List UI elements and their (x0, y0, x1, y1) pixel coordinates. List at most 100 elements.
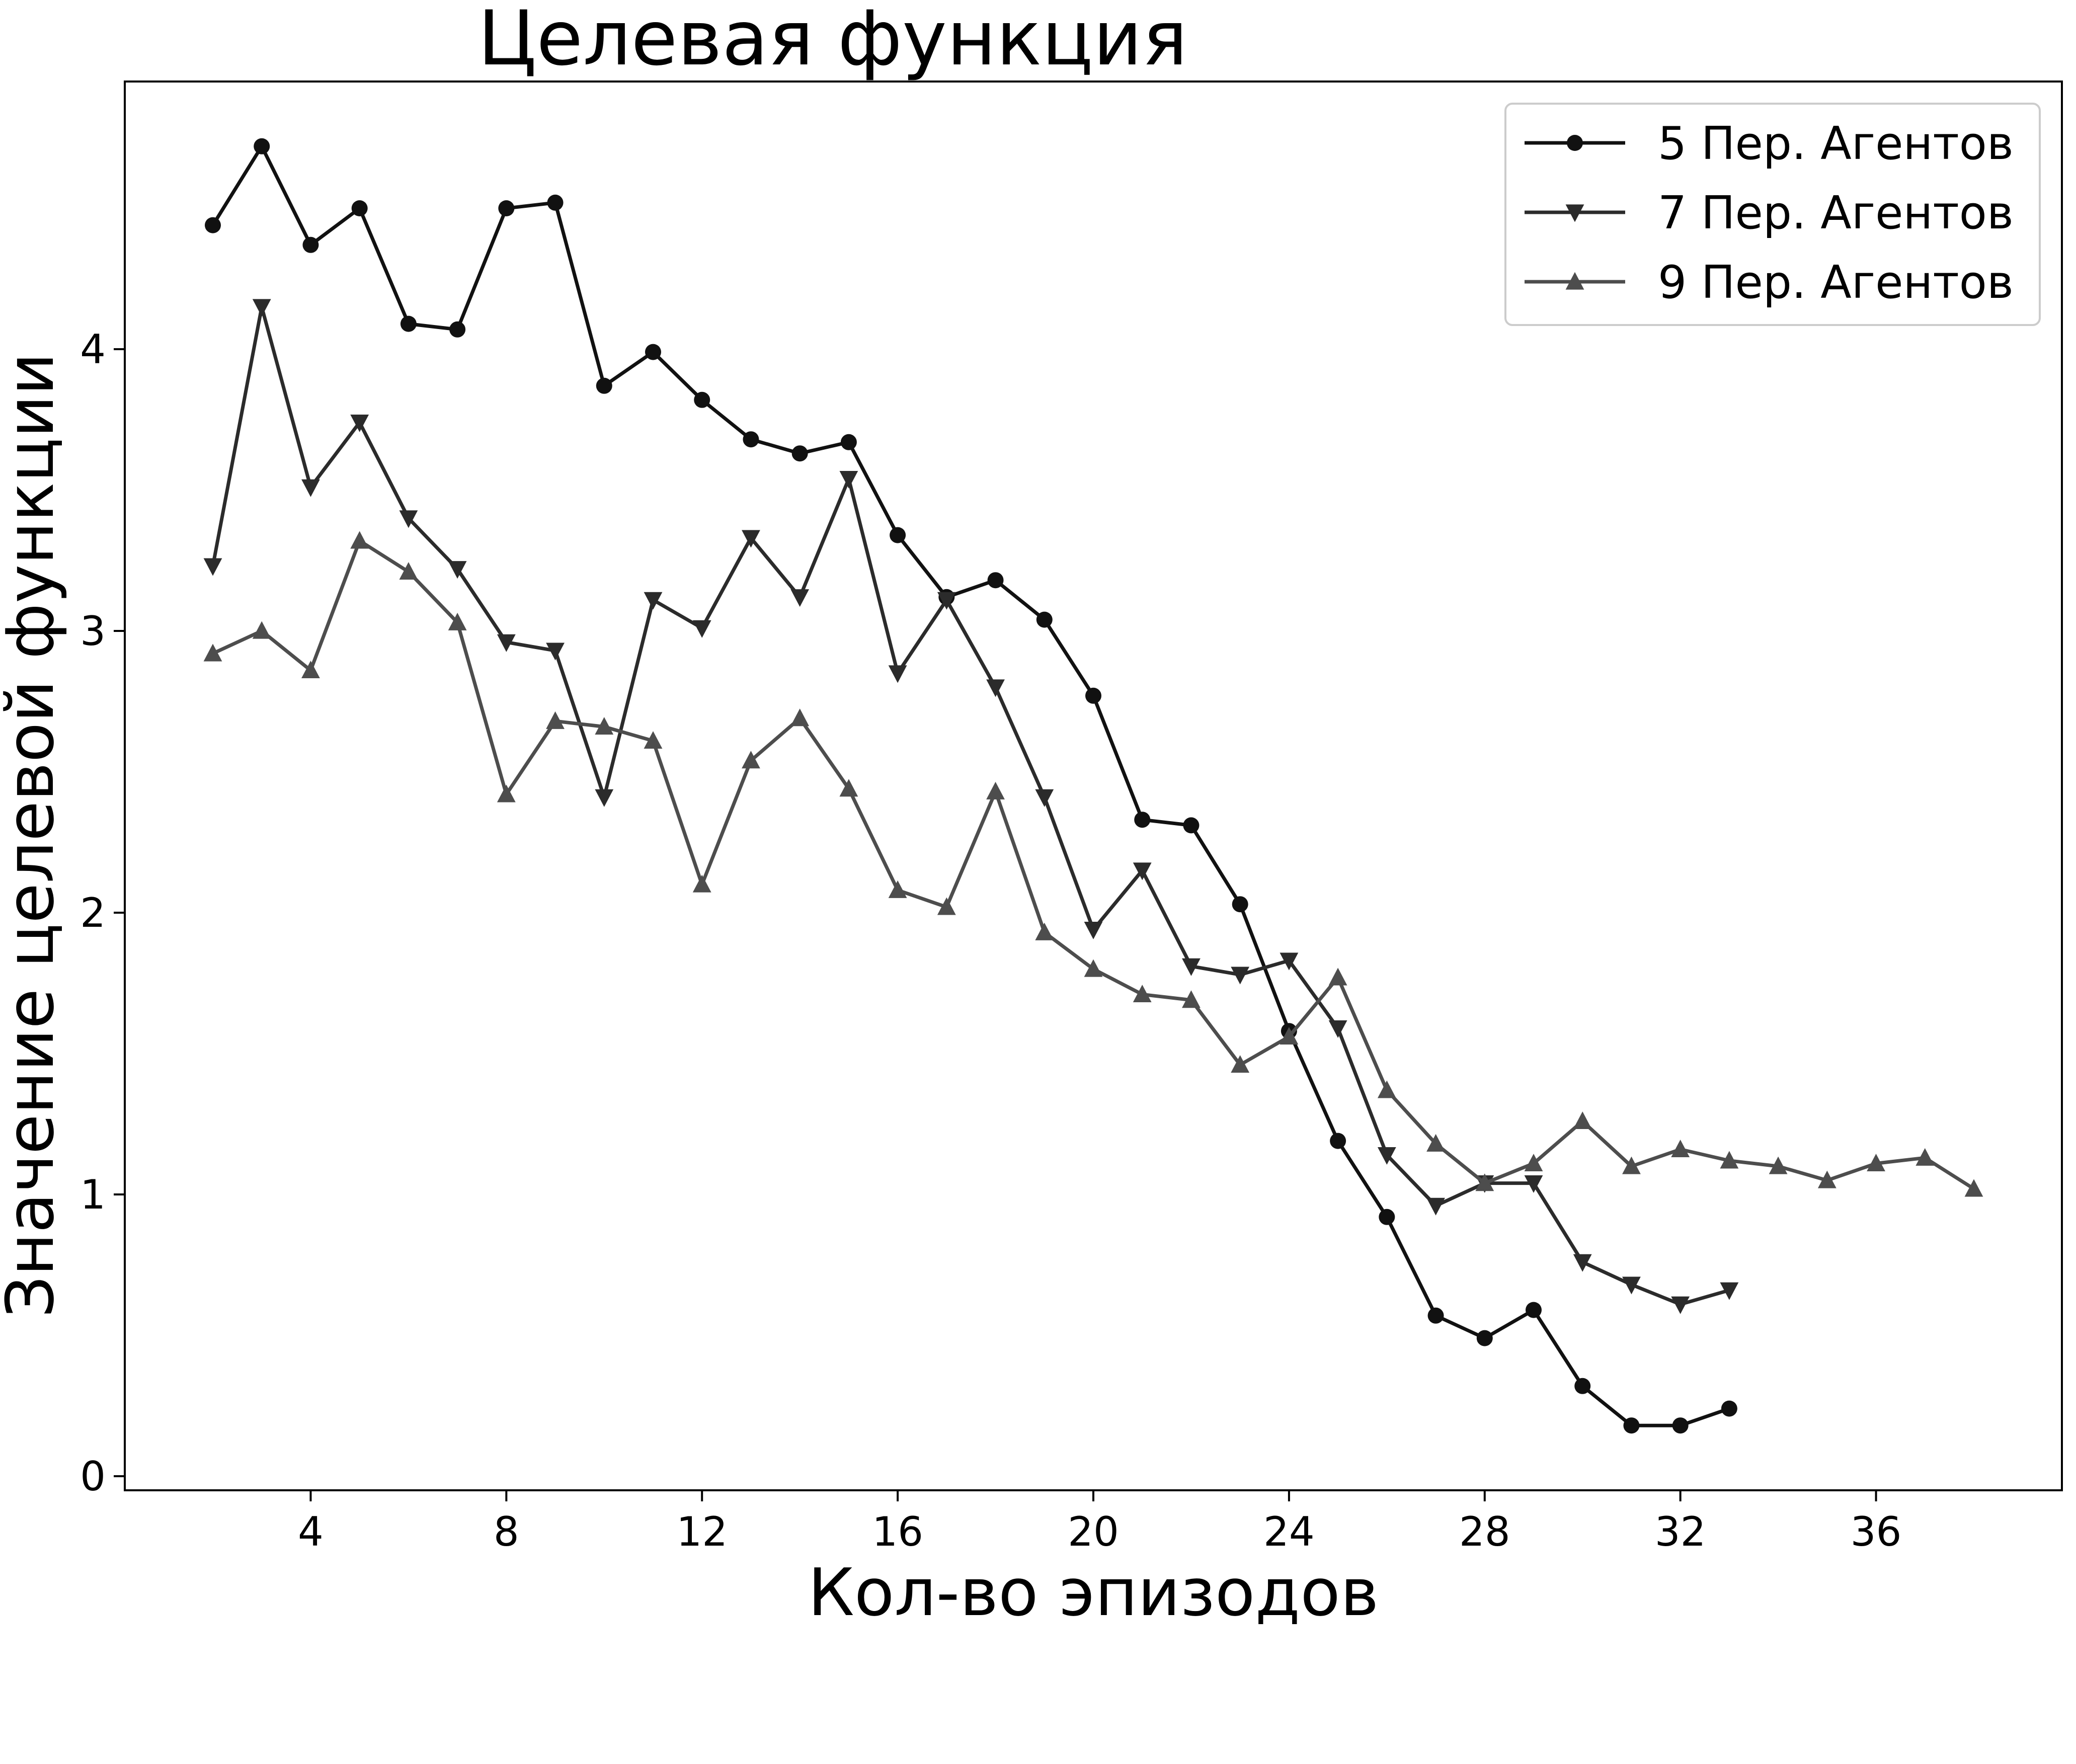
data-point (1377, 1080, 1396, 1098)
data-point (986, 781, 1005, 799)
data-point (742, 751, 760, 769)
y-tick-label: 0 (80, 1453, 106, 1500)
data-point (644, 592, 663, 610)
data-point (1035, 922, 1054, 940)
data-point (888, 665, 907, 683)
data-point (1035, 789, 1054, 807)
data-point (595, 789, 614, 807)
data-point (252, 299, 271, 317)
data-point (1133, 862, 1152, 880)
data-point (791, 445, 808, 462)
data-point (448, 561, 467, 579)
data-point (1231, 967, 1250, 985)
data-point (1915, 1148, 1935, 1166)
data-point (1524, 1154, 1543, 1172)
data-point (1526, 1302, 1542, 1318)
data-point (840, 434, 857, 450)
data-point (1720, 1282, 1739, 1300)
data-point (1182, 990, 1201, 1008)
data-point (1623, 1417, 1640, 1434)
data-point (1817, 1170, 1837, 1188)
data-point (448, 612, 467, 630)
data-point (1084, 921, 1103, 939)
data-point (1622, 1156, 1641, 1174)
data-point (1524, 1175, 1543, 1193)
y-tick-label: 3 (80, 608, 106, 655)
data-point (596, 377, 612, 394)
data-point (546, 643, 565, 661)
data-point (1328, 968, 1347, 986)
data-point (987, 572, 1004, 589)
data-point (350, 414, 369, 432)
data-point (645, 344, 661, 360)
data-point (1476, 1330, 1493, 1346)
data-point (1379, 1209, 1395, 1225)
data-point (742, 530, 760, 548)
legend-marker (1565, 204, 1584, 222)
legend-item: 7 Пер. Агентов (1525, 187, 2014, 239)
data-point (498, 200, 515, 216)
data-point (203, 558, 222, 576)
x-tick-label: 16 (872, 1508, 923, 1555)
data-point (350, 531, 369, 549)
data-point (1280, 952, 1299, 971)
x-tick-label: 8 (494, 1508, 519, 1555)
series-line (211, 144, 1730, 1427)
data-point (937, 592, 956, 610)
data-point (399, 562, 418, 580)
data-point (205, 217, 221, 233)
data-point (839, 470, 858, 489)
data-point (1573, 1111, 1592, 1130)
data-point (986, 679, 1005, 697)
data-point (449, 321, 466, 338)
data-point (497, 634, 516, 652)
data-point (1183, 817, 1200, 834)
data-point (254, 138, 270, 154)
data-point (743, 431, 759, 448)
data-point (1573, 1254, 1592, 1272)
data-point (1231, 1055, 1250, 1073)
data-point (1427, 1307, 1444, 1324)
data-point (252, 621, 271, 639)
data-point (937, 897, 956, 915)
data-point (1426, 1197, 1445, 1216)
data-point (1622, 1276, 1641, 1295)
y-axis: 0 1 2 3 4 (80, 326, 125, 1500)
y-tick-label: 4 (80, 326, 106, 373)
data-point (301, 479, 320, 497)
data-point (1182, 958, 1201, 976)
data-point (1671, 1296, 1690, 1314)
data-point (1720, 1151, 1739, 1169)
y-tick-label: 1 (80, 1171, 106, 1218)
x-tick-label: 20 (1068, 1508, 1119, 1555)
data-point (692, 620, 711, 638)
legend-label: 5 Пер. Агентов (1658, 117, 2014, 170)
data-point (1133, 985, 1152, 1003)
legend-label: 7 Пер. Агентов (1658, 187, 2014, 239)
x-tick-label: 4 (298, 1508, 324, 1555)
legend-box (1504, 103, 2041, 326)
x-axis: 4 8 12 16 20 24 28 32 36 (298, 1490, 1901, 1555)
data-point (1574, 1378, 1591, 1394)
data-point (595, 717, 614, 735)
data-point (301, 661, 320, 679)
data-point (1475, 1173, 1494, 1191)
data-point (400, 315, 417, 332)
data-point (1232, 896, 1248, 913)
y-tick-label: 2 (80, 890, 106, 936)
data-point (1280, 1027, 1299, 1045)
legend-item: 9 Пер. Агентов (1525, 256, 2014, 309)
chart-title: Целевая функция (478, 0, 1188, 83)
x-axis-label: Кол-во эпизодов (808, 1554, 1379, 1631)
y-axis-label: Значение целевой функции (0, 353, 68, 1318)
data-point (546, 711, 565, 729)
data-point (1134, 812, 1151, 828)
data-point (644, 731, 663, 749)
series-3 (203, 531, 1983, 1197)
data-point (547, 194, 564, 211)
series-line (211, 305, 1730, 1306)
data-point (1377, 1147, 1396, 1165)
data-point (1721, 1400, 1737, 1417)
data-point (1330, 1133, 1346, 1149)
